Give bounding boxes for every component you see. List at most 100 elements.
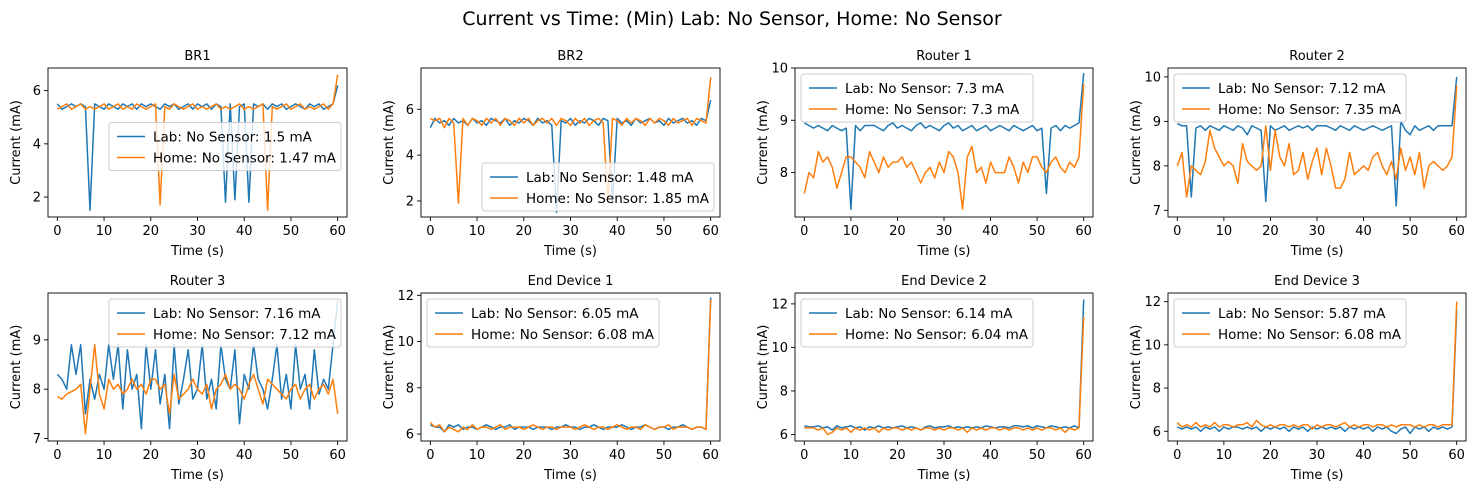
y-tick-label: 10	[771, 341, 788, 356]
subplot-panel: End Device 3 0 10 20 30 40 50 60 6 8 10 12 Time (s) C…	[1129, 274, 1467, 483]
y-axis-label: Current (mA)	[9, 325, 24, 410]
x-tick-label: 50	[1029, 224, 1046, 239]
y-tick-label: 10	[397, 335, 414, 350]
series-line-lab	[804, 299, 1085, 431]
y-tick-label: 7	[1153, 204, 1161, 219]
x-tick-label: 60	[702, 224, 719, 239]
x-tick-label: 60	[1448, 448, 1465, 463]
y-tick-label: 8	[33, 383, 41, 398]
x-tick-label: 50	[1029, 448, 1046, 463]
subplot-title: Router 1	[916, 49, 972, 64]
y-tick-label: 9	[1153, 115, 1161, 130]
legend-label: Lab: No Sensor: 1.5 mA	[153, 130, 313, 146]
legend-label: Lab: No Sensor: 6.14 mA	[845, 306, 1013, 322]
y-tick-label: 6	[406, 428, 414, 443]
x-tick-label: 0	[1173, 448, 1181, 463]
x-tick-label: 40	[236, 448, 253, 463]
x-tick-label: 20	[1262, 224, 1279, 239]
x-tick-label: 0	[53, 448, 61, 463]
y-tick-label: 10	[1144, 338, 1161, 353]
legend-label: Home: No Sensor: 7.3 mA	[845, 102, 1020, 118]
y-axis-label: Current (mA)	[382, 325, 397, 410]
x-tick-label: 10	[469, 224, 486, 239]
x-tick-label: 50	[1402, 224, 1419, 239]
subplot-panel: End Device 2 0 10 20 30 40 50 60 6 8 10 12 Time (s) C…	[756, 274, 1094, 483]
x-tick-label: 40	[1355, 448, 1372, 463]
subplot-title: BR1	[184, 49, 210, 64]
subplot-title: End Device 1	[528, 274, 614, 289]
y-axis-label: Current (mA)	[756, 100, 771, 185]
legend-box	[800, 298, 1034, 348]
series-line-lab	[56, 85, 339, 212]
x-tick-label: 10	[1216, 224, 1233, 239]
legend-label: Home: No Sensor: 1.47 mA	[153, 151, 337, 167]
subplot-panel: End Device 1 0 10 20 30 40 50 60 6 8 10 12 Time (s) C…	[382, 274, 721, 483]
x-tick-label: 50	[283, 448, 300, 463]
x-tick-label: 30	[189, 224, 206, 239]
y-tick-label: 10	[1144, 70, 1161, 85]
plot-lines	[1176, 301, 1458, 435]
legend: Lab: No Sensor: 6.05 mA Home: No Sensor: …	[426, 298, 660, 348]
series-line-home	[56, 344, 339, 435]
y-tick-label: 12	[397, 289, 414, 304]
x-axis-label: Time (s)	[543, 244, 597, 259]
x-axis-label: Time (s)	[917, 468, 971, 483]
plot-lines	[56, 74, 339, 212]
subplot-panel: BR2 0 10 20 30 40 50 60 2 4 6 Time (s) Current (mA) L…	[382, 49, 721, 259]
x-tick-label: 50	[1402, 448, 1419, 463]
subplot-panel: BR1 0 10 20 30 40 50 60 2 4 6 Time (s) Current (mA) L…	[9, 49, 348, 259]
legend-box	[1173, 73, 1407, 123]
y-tick-label: 2	[406, 194, 414, 209]
figure-suptitle: Current vs Time: (Min) Lab: No Sensor, H…	[462, 8, 1002, 30]
legend-box	[426, 298, 660, 348]
x-tick-label: 10	[1216, 448, 1233, 463]
y-axis-label: Current (mA)	[382, 100, 397, 185]
legend-box	[1173, 298, 1407, 348]
x-axis-label: Time (s)	[1290, 468, 1344, 483]
series-line-home	[803, 83, 1085, 210]
subplot-title: End Device 2	[901, 274, 987, 289]
legend-box	[800, 73, 1034, 123]
subplot-title: Router 3	[170, 274, 226, 289]
x-tick-label: 60	[1075, 448, 1092, 463]
x-tick-label: 20	[516, 224, 533, 239]
x-tick-label: 10	[843, 224, 860, 239]
x-tick-label: 10	[96, 224, 113, 239]
x-tick-label: 10	[843, 448, 860, 463]
y-axis-label: Current (mA)	[1129, 325, 1144, 410]
y-tick-label: 8	[1153, 382, 1161, 397]
y-tick-label: 9	[780, 114, 788, 129]
x-tick-label: 40	[982, 224, 999, 239]
x-tick-label: 40	[609, 224, 626, 239]
y-tick-label: 6	[1153, 425, 1161, 440]
legend-box	[108, 298, 342, 348]
x-tick-label: 20	[143, 224, 160, 239]
y-tick-label: 8	[406, 381, 414, 396]
y-tick-label: 8	[780, 166, 788, 181]
x-tick-label: 20	[143, 448, 160, 463]
plot-lines	[803, 73, 1085, 210]
series-line-lab	[1176, 76, 1458, 207]
y-axis-label: Current (mA)	[756, 325, 771, 410]
series-line-lab	[429, 99, 712, 214]
x-tick-label: 50	[656, 224, 673, 239]
legend-label: Lab: No Sensor: 6.05 mA	[471, 306, 639, 322]
x-tick-label: 30	[562, 448, 579, 463]
legend-label: Lab: No Sensor: 1.48 mA	[526, 170, 694, 186]
legend-label: Lab: No Sensor: 7.16 mA	[153, 306, 321, 322]
plot-lines	[429, 297, 712, 433]
y-tick-label: 7	[33, 432, 41, 447]
x-tick-label: 30	[562, 224, 579, 239]
x-tick-label: 20	[1262, 448, 1279, 463]
legend-box	[481, 162, 715, 212]
y-tick-label: 8	[780, 384, 788, 399]
x-axis-label: Time (s)	[917, 244, 971, 259]
plot-lines	[1176, 76, 1458, 207]
x-axis-label: Time (s)	[170, 468, 224, 483]
legend-label: Lab: No Sensor: 7.3 mA	[845, 81, 1005, 97]
x-tick-label: 60	[702, 448, 719, 463]
subplot-panel: Router 1 0 10 20 30 40 50 60 8 9 10 Time (s) Current…	[756, 49, 1094, 259]
x-tick-label: 40	[1355, 224, 1372, 239]
y-axis-label: Current (mA)	[9, 100, 24, 185]
